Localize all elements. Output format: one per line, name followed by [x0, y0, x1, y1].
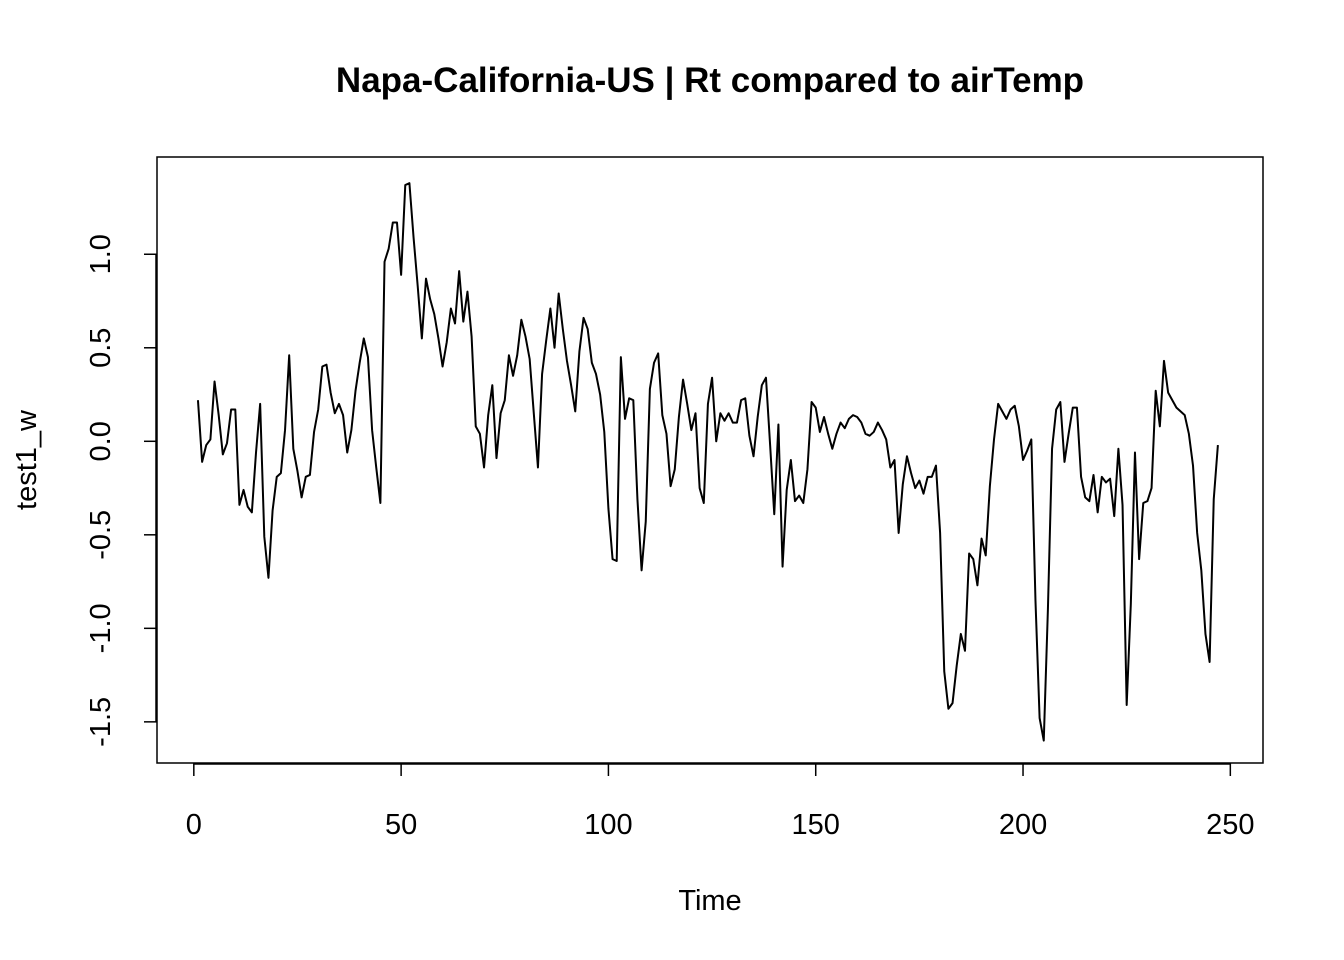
- x-axis-label: Time: [678, 885, 741, 917]
- y-tick-label: 0.0: [85, 421, 117, 461]
- series-layer: [196, 182, 1219, 742]
- y-tick-label: 1.0: [85, 234, 117, 274]
- y-tick-label: -1.0: [85, 603, 117, 653]
- y-tick-label: -0.5: [85, 510, 117, 560]
- y-axis-label: test1_w: [11, 409, 43, 510]
- x-tick-label: 100: [584, 809, 632, 841]
- x-tick-label: 250: [1206, 809, 1254, 841]
- x-tick-label: 0: [186, 809, 202, 841]
- plot-frame: [156, 156, 1264, 764]
- y-tick-label: -1.5: [85, 697, 117, 747]
- x-axis: 0 50 100 150 200 250: [186, 763, 1255, 841]
- x-tick-label: 150: [792, 809, 840, 841]
- x-tick-label: 200: [999, 809, 1047, 841]
- chart-title: Napa-California-US | Rt compared to airT…: [336, 61, 1084, 100]
- series-line: [196, 182, 1219, 742]
- y-axis: -1.5 -1.0 -0.5 0.0 0.5 1.0: [85, 234, 157, 747]
- y-tick-label: 0.5: [85, 328, 117, 368]
- x-tick-label: 50: [385, 809, 417, 841]
